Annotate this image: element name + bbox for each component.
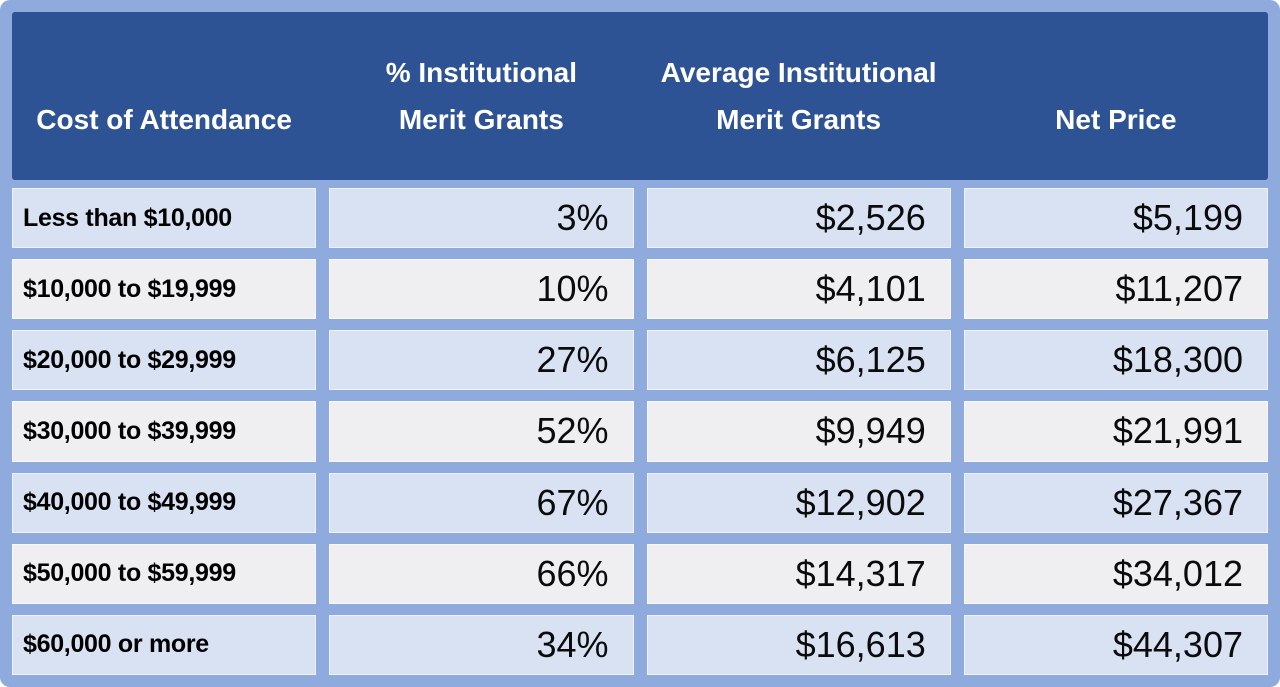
header-line: Merit Grants xyxy=(716,104,882,135)
cost-of-attendance-cell: $40,000 to $49,999 xyxy=(12,472,317,533)
avg-merit-grants-cell: $6,125 xyxy=(646,330,951,391)
pct-merit-grants-cell: 27% xyxy=(329,330,634,391)
pct-merit-grants-cell: 52% xyxy=(329,401,634,462)
net-price-cell: $34,012 xyxy=(963,543,1268,604)
table-row: $50,000 to $59,999 66% $14,317 $34,012 xyxy=(12,543,1268,604)
net-price-cell: $5,199 xyxy=(963,188,1268,249)
cost-of-attendance-cell: $60,000 or more xyxy=(12,614,317,675)
avg-merit-grants-cell: $16,613 xyxy=(646,614,951,675)
pct-merit-grants-cell: 3% xyxy=(329,188,634,249)
column-header-pct-institutional-merit-grants: % Institutional Merit Grants xyxy=(329,49,633,143)
cost-of-attendance-cell: Less than $10,000 xyxy=(12,188,317,249)
net-price-cell: $27,367 xyxy=(963,472,1268,533)
table-row: $40,000 to $49,999 67% $12,902 $27,367 xyxy=(12,472,1268,533)
column-header-cost-of-attendance: Cost of Attendance xyxy=(12,49,316,143)
avg-merit-grants-cell: $4,101 xyxy=(646,259,951,320)
net-price-cell: $44,307 xyxy=(963,614,1268,675)
table-row: $20,000 to $29,999 27% $6,125 $18,300 xyxy=(12,330,1268,391)
column-header-average-institutional-merit-grants: Average Institutional Merit Grants xyxy=(647,49,951,143)
table-row: $10,000 to $19,999 10% $4,101 $11,207 xyxy=(12,259,1268,320)
cost-of-attendance-cell: $10,000 to $19,999 xyxy=(12,259,317,320)
table-row: Less than $10,000 3% $2,526 $5,199 xyxy=(12,188,1268,249)
pct-merit-grants-cell: 67% xyxy=(329,472,634,533)
header-line: % Institutional xyxy=(385,57,578,88)
header-line: Average Institutional xyxy=(660,57,937,88)
pct-merit-grants-cell: 66% xyxy=(329,543,634,604)
cost-of-attendance-cell: $20,000 to $29,999 xyxy=(12,330,317,391)
table-body: Less than $10,000 3% $2,526 $5,199 $10,0… xyxy=(12,188,1268,675)
net-price-cell: $18,300 xyxy=(963,330,1268,391)
avg-merit-grants-cell: $14,317 xyxy=(646,543,951,604)
table-row: $60,000 or more 34% $16,613 $44,307 xyxy=(12,614,1268,675)
header-line: Merit Grants xyxy=(398,104,564,135)
avg-merit-grants-cell: $9,949 xyxy=(646,401,951,462)
header-line: Net Price xyxy=(1055,104,1177,135)
net-price-cell: $21,991 xyxy=(963,401,1268,462)
avg-merit-grants-cell: $12,902 xyxy=(646,472,951,533)
table-row: $30,000 to $39,999 52% $9,949 $21,991 xyxy=(12,401,1268,462)
column-header-net-price: Net Price xyxy=(964,49,1268,143)
cost-of-attendance-cell: $30,000 to $39,999 xyxy=(12,401,317,462)
table-header-row: Cost of Attendance % Institutional Merit… xyxy=(12,12,1268,180)
pct-merit-grants-cell: 34% xyxy=(329,614,634,675)
pct-merit-grants-cell: 10% xyxy=(329,259,634,320)
cost-of-attendance-cell: $50,000 to $59,999 xyxy=(12,543,317,604)
avg-merit-grants-cell: $2,526 xyxy=(646,188,951,249)
header-line: Cost of Attendance xyxy=(36,104,292,135)
net-price-cell: $11,207 xyxy=(963,259,1268,320)
